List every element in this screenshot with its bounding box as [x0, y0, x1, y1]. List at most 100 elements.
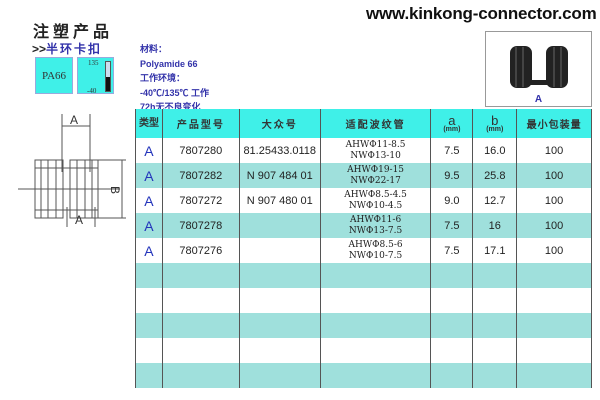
product-photo: A: [485, 31, 592, 107]
temp-max: 135: [88, 59, 99, 67]
cell-min-pack: 100: [516, 138, 592, 163]
col-min-pack: 最小包装量: [516, 109, 592, 138]
cell-pipe: AHWΦ11-6 NWΦ13-7.5: [319, 213, 431, 238]
cell-pipe: [319, 313, 431, 338]
cell-pipe: [319, 363, 431, 388]
cell-a: 9.0: [430, 188, 473, 213]
cell-b: 17.1: [472, 238, 517, 263]
col-b-unit: (mm): [486, 125, 504, 133]
cell-b: [472, 263, 517, 288]
col-a-label: a: [448, 112, 456, 128]
page-title: 注塑产品: [33, 22, 114, 41]
cell-b: 12.7: [472, 188, 517, 213]
pipe-spec: AHWΦ8.5-6: [348, 239, 403, 250]
cell-min-pack: [516, 363, 592, 388]
cell-vw-no: [238, 263, 321, 288]
cell-min-pack: 100: [516, 238, 592, 263]
cell-part-no: 7807272: [161, 188, 240, 213]
cell-part-no: [161, 313, 240, 338]
pipe-spec: AHWΦ8.5-4.5: [344, 189, 407, 200]
cell-vw-no: [238, 238, 321, 263]
col-part-no: 产品型号: [161, 109, 240, 138]
cell-a: [430, 288, 473, 313]
cell-type: A: [135, 188, 163, 213]
table-row: A 7807272 N 907 480 01 AHWΦ8.5-4.5 NWΦ10-4.5…: [135, 188, 592, 213]
cell-pipe: AHWΦ19-15 NWΦ22-17: [319, 163, 431, 188]
cell-a: 7.5: [430, 213, 473, 238]
cell-vw-no: N 907 480 01: [238, 188, 321, 213]
cell-min-pack: 100: [516, 188, 592, 213]
cell-b: 16.0: [472, 138, 517, 163]
half-ring-clip-icon: [510, 46, 568, 88]
pipe-spec: AHWΦ11-6: [349, 214, 402, 225]
pipe-spec: NWΦ10-4.5: [348, 200, 403, 211]
table-row: A 7807280 81.25433.0118 AHWΦ11-8.5 NWΦ13-10 7…: [135, 138, 592, 163]
cell-b: [472, 313, 517, 338]
cell-vw-no: N 907 484 01: [238, 163, 321, 188]
cell-pipe: [319, 263, 431, 288]
col-vw-no: 大众号: [238, 109, 321, 138]
cell-part-no: [161, 338, 240, 363]
cell-min-pack: [516, 288, 592, 313]
cell-pipe: [319, 338, 431, 363]
cell-type: [135, 338, 163, 363]
cell-a: [430, 313, 473, 338]
subtitle-text: 半环卡扣: [46, 42, 103, 56]
cell-pipe: [319, 288, 431, 313]
pipe-spec: NWΦ13-10: [350, 150, 401, 161]
cell-a: 7.5: [430, 238, 473, 263]
product-table: 类型 产品型号 大众号 适配波纹管 a (mm) b (mm) 最小包装量 A 780…: [135, 109, 592, 388]
photo-label: A: [534, 94, 543, 105]
cell-b: [472, 363, 517, 388]
cell-type: A: [135, 238, 163, 263]
website-url[interactable]: www.kinkong-connector.com: [366, 4, 597, 23]
table-row: [135, 363, 592, 388]
col-pipe: 适配波纹管: [319, 109, 431, 138]
cell-part-no: 7807278: [161, 213, 240, 238]
pipe-spec: AHWΦ11-8.5: [345, 139, 406, 150]
pipe-spec: NWΦ10-7.5: [348, 250, 403, 261]
dim-a-top: A: [70, 113, 78, 127]
table-row: [135, 263, 592, 288]
cell-pipe: AHWΦ8.5-4.5 NWΦ10-4.5: [319, 188, 431, 213]
cell-b: [472, 338, 517, 363]
table-row: A 7807278 AHWΦ11-6 NWΦ13-7.5 7.5 16 100: [135, 213, 592, 238]
cell-type: [135, 363, 163, 388]
cell-a: [430, 263, 473, 288]
cell-a: 9.5: [430, 163, 473, 188]
temp-min: -40: [87, 87, 97, 95]
col-b: b (mm): [472, 109, 517, 138]
pipe-spec: NWΦ13-7.5: [348, 225, 403, 236]
cell-part-no: [161, 288, 240, 313]
dim-b: B: [108, 186, 122, 194]
table-row: A 7807282 N 907 484 01 AHWΦ19-15 NWΦ22-17 9.5…: [135, 163, 592, 188]
table-row: [135, 288, 592, 313]
cell-type: [135, 263, 163, 288]
cell-min-pack: [516, 313, 592, 338]
table-row: [135, 338, 592, 363]
cell-vw-no: [238, 288, 321, 313]
cell-type: [135, 288, 163, 313]
pipe-spec: AHWΦ19-15: [347, 164, 405, 175]
cell-b: 16: [472, 213, 517, 238]
cell-type: A: [135, 213, 163, 238]
dim-a-bottom: A: [75, 213, 83, 227]
col-a-unit: (mm): [443, 125, 461, 133]
cell-min-pack: [516, 338, 592, 363]
cell-vw-no: 81.25433.0118: [238, 138, 321, 163]
table-row: A 7807276 AHWΦ8.5-6 NWΦ10-7.5 7.5 17.1 100: [135, 238, 592, 263]
cell-part-no: 7807276: [161, 238, 240, 263]
cell-a: [430, 338, 473, 363]
col-a: a (mm): [430, 109, 473, 138]
cell-part-no: 7807282: [161, 163, 240, 188]
cell-part-no: 7807280: [161, 138, 240, 163]
table-row: [135, 313, 592, 338]
cell-type: [135, 313, 163, 338]
endurance: 72h无不良变化: [140, 102, 201, 112]
material-badge: PA66: [35, 57, 73, 94]
col-type: 类型: [135, 109, 163, 138]
cell-type: A: [135, 163, 163, 188]
cell-vw-no: [238, 313, 321, 338]
subtitle-prefix: >>: [32, 42, 47, 56]
cell-min-pack: 100: [516, 213, 592, 238]
